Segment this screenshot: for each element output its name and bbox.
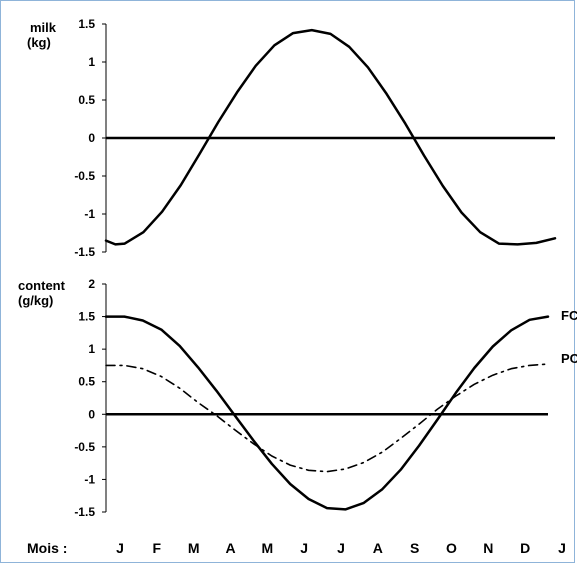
bottom-ylabel-line2: (g/kg) — [18, 293, 53, 308]
ytick-label-0-4: -0.5 — [74, 169, 95, 183]
month-label-10: N — [483, 540, 493, 556]
ytick-label-0-6: -1.5 — [74, 245, 95, 259]
xaxis-label: Mois : — [27, 540, 67, 556]
ytick-label-0-1: 1 — [88, 55, 95, 69]
ytick-label-0-5: -1 — [84, 207, 95, 221]
month-label-2: M — [188, 540, 200, 556]
series-line-1-fc — [104, 315, 550, 511]
month-label-5: J — [300, 540, 308, 556]
ytick-label-0-2: 0.5 — [78, 93, 95, 107]
month-label-1: F — [153, 540, 162, 556]
ytick-label-1-3: 0.5 — [78, 375, 95, 389]
month-label-8: S — [410, 540, 419, 556]
month-label-11: D — [520, 540, 530, 556]
ytick-label-1-6: -1 — [84, 472, 95, 486]
series-line-0-0 — [104, 28, 557, 246]
ytick-label-1-7: -1.5 — [74, 505, 95, 519]
month-label-9: O — [446, 540, 457, 556]
top-ylabel-line2: (kg) — [27, 35, 51, 50]
ytick-label-0-0: 1.5 — [78, 17, 95, 31]
ytick-label-1-2: 1 — [88, 342, 95, 356]
month-label-6: J — [337, 540, 345, 556]
series-label-fc: FC — [561, 308, 577, 323]
series-label-pc: PC — [561, 351, 577, 366]
month-label-3: A — [225, 540, 235, 556]
ytick-label-1-4: 0 — [88, 407, 95, 421]
ytick-label-0-3: 0 — [88, 131, 95, 145]
ytick-label-1-1: 1.5 — [78, 310, 95, 324]
series-line-1-pc — [105, 363, 549, 473]
month-label-12: J — [558, 540, 566, 556]
month-label-4: M — [261, 540, 273, 556]
ytick-label-1-5: -0.5 — [74, 440, 95, 454]
month-label-0: J — [116, 540, 124, 556]
month-label-7: A — [373, 540, 383, 556]
top-ylabel-line1: milk — [30, 20, 57, 35]
bottom-ylabel-line1: content — [18, 278, 66, 293]
ytick-label-1-0: 2 — [88, 277, 95, 291]
